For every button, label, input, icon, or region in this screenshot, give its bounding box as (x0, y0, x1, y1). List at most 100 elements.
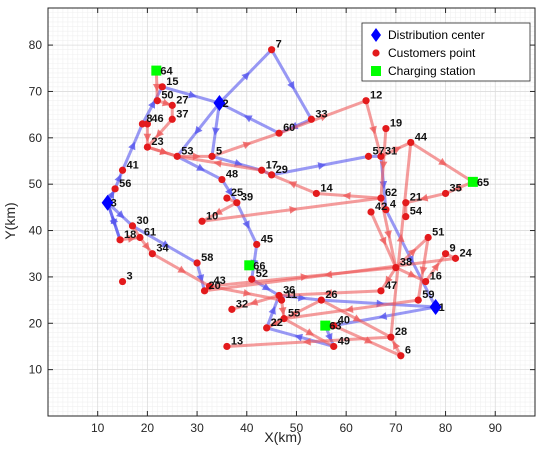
distribution-center-label: 3 (111, 198, 117, 210)
customer-label: 57 (373, 145, 385, 157)
customer-label: 10 (206, 210, 218, 222)
customer-label: 13 (231, 335, 243, 347)
customer-label: 50 (161, 90, 173, 102)
customer-point (367, 208, 375, 216)
charging-station-marker (467, 176, 478, 187)
customer-point (422, 277, 430, 286)
customer-point (377, 152, 385, 160)
route-arrow (278, 307, 287, 316)
customer-label: 25 (231, 187, 243, 199)
customer-point (173, 152, 181, 160)
y-tick-label: 20 (29, 316, 43, 330)
x-tick-label: 80 (439, 421, 453, 435)
customer-label: 11 (286, 289, 298, 301)
x-tick-label: 50 (290, 421, 304, 435)
legend-box (361, 22, 531, 82)
route-arrow (143, 133, 152, 142)
customer-label: 43 (214, 275, 226, 287)
charging-station-marker (320, 320, 331, 331)
charging-station-marker (151, 65, 162, 76)
route-arrow (419, 193, 429, 202)
customer-point (277, 296, 286, 304)
charging-station-label: 63 (329, 321, 341, 333)
route-arrow (392, 146, 402, 154)
route-arrow (438, 157, 447, 166)
route-arrow (319, 113, 329, 122)
customer-label: 14 (320, 182, 333, 194)
route-arrow (155, 129, 164, 138)
customer-label: 35 (450, 182, 462, 194)
route-arrow (431, 262, 440, 272)
route-arrow (453, 183, 463, 191)
customer-point (223, 342, 231, 351)
customer-label: 9 (450, 243, 456, 255)
distribution-center-label: 2 (222, 98, 228, 110)
customer-point (330, 342, 338, 351)
route-arrow (393, 341, 401, 350)
customer-label: 61 (144, 227, 156, 239)
customer-point (268, 46, 276, 54)
customer-point (441, 250, 450, 258)
route-arrow (288, 181, 298, 189)
customer-point (200, 287, 209, 295)
route-arrow (243, 115, 253, 123)
route-arrow (317, 162, 326, 170)
customer-point (253, 240, 261, 249)
customer-point (402, 199, 410, 207)
x-tick-label: 10 (91, 421, 105, 435)
charging-station-marker (244, 260, 255, 271)
customer-label: 23 (151, 136, 163, 148)
customer-point (118, 277, 127, 286)
legend-depot-marker (371, 28, 381, 42)
customer-point (268, 171, 276, 179)
customer-point (218, 175, 226, 184)
customer-point (402, 213, 410, 221)
customer-label: 41 (127, 159, 139, 171)
distribution-center-marker (213, 95, 226, 112)
route-arrow (212, 127, 220, 136)
customer-label: 29 (276, 164, 288, 176)
route-arrow (177, 265, 187, 273)
y-tick-label: 80 (29, 38, 43, 52)
customer-label: 3 (127, 271, 133, 283)
customer-label: 4 (390, 199, 397, 211)
route-arrow (141, 241, 150, 251)
charging-station-label: 66 (253, 260, 265, 272)
route-arrow (369, 125, 377, 135)
customer-point (198, 217, 206, 225)
route-arrow (407, 270, 417, 278)
customer-label: 37 (176, 108, 188, 120)
charging-station-label: 64 (160, 66, 173, 78)
route-arrow (188, 90, 197, 99)
customer-label: 60 (283, 122, 295, 134)
customer-point (424, 233, 432, 242)
y-tick-label: 50 (29, 177, 43, 191)
customer-point (153, 97, 161, 105)
customer-point (364, 152, 373, 160)
customer-point (275, 129, 283, 137)
customer-label: 33 (315, 108, 327, 120)
customer-label: 44 (415, 131, 428, 143)
route-arrow (116, 210, 125, 219)
distribution-center-marker (101, 194, 114, 211)
route-arrow (243, 288, 252, 297)
distribution-center-label: 1 (439, 302, 445, 314)
customer-label: 39 (241, 192, 253, 204)
customer-label: 59 (422, 289, 434, 301)
customer-label: 26 (325, 289, 337, 301)
charging-station-label: 65 (477, 177, 489, 189)
route-arrow (364, 336, 373, 344)
customer-point (116, 236, 124, 244)
customer-point (128, 222, 137, 230)
route-arrow (107, 190, 115, 200)
customer-label: 58 (201, 252, 213, 264)
customer-label: 36 (283, 284, 295, 296)
customer-point (118, 166, 127, 174)
route-arrow (379, 236, 387, 246)
customer-label: 56 (119, 178, 131, 190)
route-arrow (261, 283, 271, 291)
y-tick-label: 30 (29, 270, 43, 284)
customer-point (208, 152, 216, 160)
customer-point (392, 264, 400, 272)
x-tick-label: 90 (489, 421, 503, 435)
